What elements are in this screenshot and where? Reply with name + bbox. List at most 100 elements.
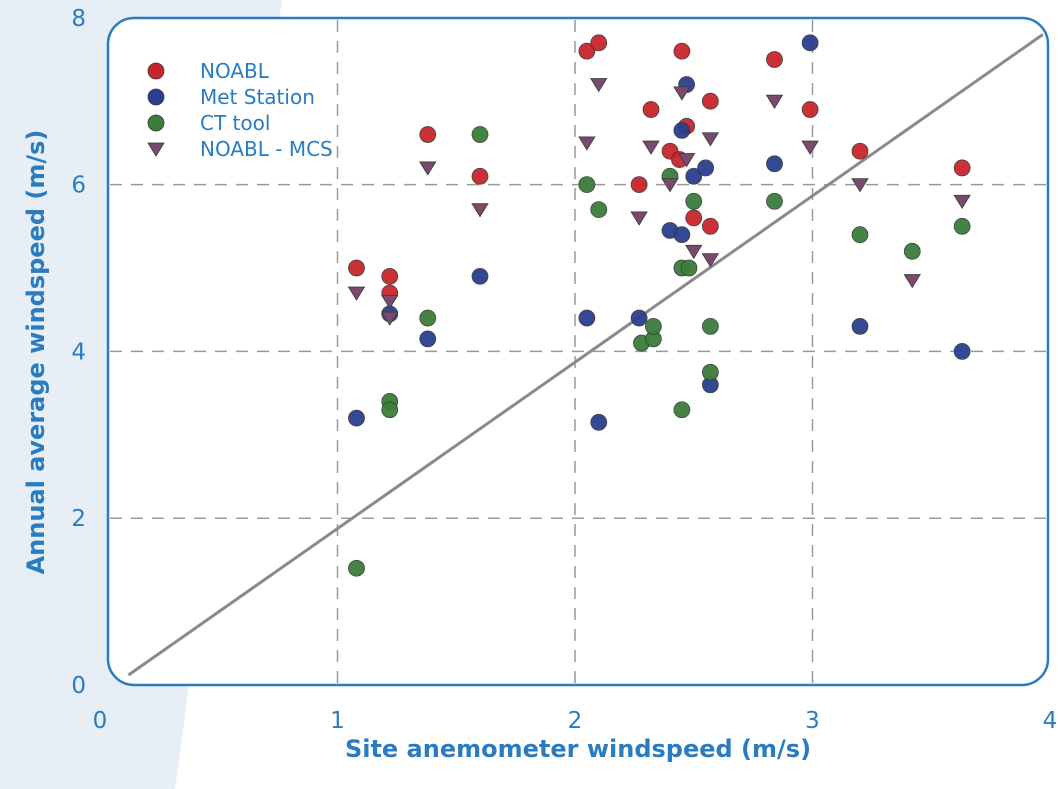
legend-item: Met Station (147, 85, 315, 109)
data-point (471, 167, 489, 185)
data-point (701, 253, 720, 268)
data-point (701, 363, 719, 381)
y-tick-label: 2 (71, 506, 86, 532)
y-tick-labels: 0 2 4 6 8 (71, 6, 86, 699)
data-point (381, 311, 399, 326)
x-tick-label: 2 (568, 708, 583, 734)
data-point (801, 140, 819, 155)
legend-item: NOABL (147, 59, 270, 83)
data-point (661, 178, 679, 193)
data-point (578, 309, 596, 327)
x-tick-labels: 0 1 2 3 4 (93, 708, 1058, 734)
data-point (851, 317, 869, 335)
data-point (673, 42, 691, 60)
data-point (701, 132, 720, 147)
data-point (381, 267, 399, 285)
data-point (685, 192, 703, 210)
grid-lines (110, 20, 1046, 683)
data-point (419, 309, 437, 327)
data-point (348, 409, 365, 427)
data-point (381, 401, 399, 419)
legend-label: NOABL - MCS (200, 137, 333, 161)
data-point (701, 217, 719, 235)
x-tick-label: 0 (93, 708, 108, 734)
data-point (381, 294, 399, 310)
data-point (630, 211, 648, 226)
data-point (578, 136, 596, 151)
y-tick-label: 4 (71, 339, 86, 365)
reference-line (127, 33, 1044, 677)
data-point (680, 259, 698, 277)
data-point (801, 34, 819, 52)
data-point (851, 226, 869, 244)
legend-item: NOABL - MCS (147, 137, 333, 161)
data-point (630, 176, 648, 194)
data-point (766, 192, 783, 210)
data-point (471, 203, 489, 218)
data-points (347, 34, 971, 577)
data-point (419, 330, 437, 348)
data-point (851, 142, 869, 160)
series-ct-tool (348, 126, 971, 577)
series-noabl-mcs (347, 78, 971, 326)
data-point (673, 121, 691, 139)
data-point (953, 159, 971, 177)
legend-label: Met Station (200, 85, 315, 109)
data-point (590, 78, 608, 93)
data-point (630, 309, 648, 327)
data-point (644, 317, 662, 335)
data-point (642, 101, 660, 118)
data-point (673, 86, 691, 101)
x-tick-label: 1 (330, 708, 345, 734)
data-point (685, 244, 703, 260)
data-point (590, 413, 608, 431)
data-point (685, 209, 703, 227)
legend-marker (147, 114, 165, 132)
data-point (953, 342, 971, 360)
data-point (765, 94, 784, 109)
data-point (953, 217, 971, 235)
data-point (578, 176, 596, 194)
data-point (766, 51, 783, 68)
data-point (590, 201, 608, 219)
x-axis-title: Site anemometer windspeed (m/s) (345, 735, 811, 763)
data-point (348, 259, 365, 277)
data-point (673, 226, 691, 244)
data-point (953, 194, 971, 210)
data-point (766, 155, 783, 173)
legend-item: CT tool (147, 111, 270, 135)
legend-marker (147, 62, 165, 80)
data-point (642, 140, 660, 155)
x-tick-label: 4 (1043, 708, 1058, 734)
data-point (590, 34, 608, 52)
legend-marker (147, 142, 165, 157)
data-point (578, 42, 596, 60)
x-tick-label: 3 (805, 708, 820, 734)
data-point (685, 167, 703, 185)
data-point (851, 178, 869, 193)
data-point (419, 161, 437, 176)
legend-label: CT tool (200, 111, 270, 135)
data-point (801, 101, 819, 118)
data-point (348, 559, 365, 577)
data-point (903, 242, 921, 260)
legend-marker (147, 88, 165, 106)
y-tick-label: 0 (71, 673, 86, 699)
y-tick-label: 8 (71, 6, 86, 32)
y-tick-label: 6 (71, 173, 86, 199)
data-point (419, 126, 437, 143)
data-point (903, 274, 921, 289)
data-point (701, 92, 719, 110)
data-point (677, 153, 696, 168)
data-point (471, 267, 489, 285)
data-point (471, 126, 489, 143)
data-point (701, 317, 719, 335)
data-point (347, 286, 366, 301)
y-axis-title: Annual average windspeed (m/s) (22, 130, 50, 575)
legend-label: NOABL (200, 59, 270, 83)
data-point (673, 401, 691, 419)
data-point (697, 159, 715, 177)
